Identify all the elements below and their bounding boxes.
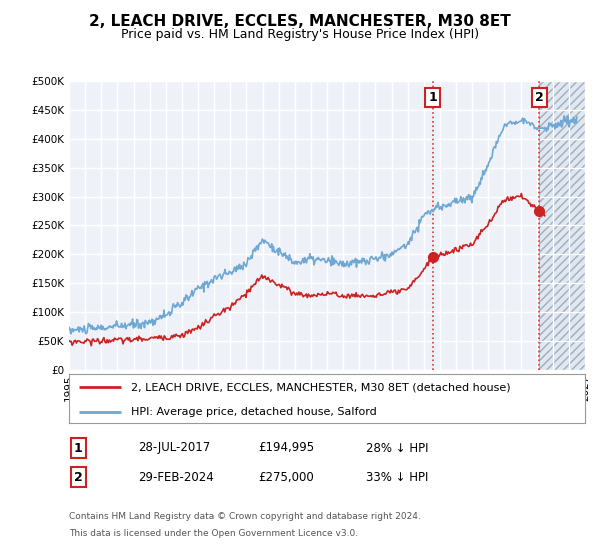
Text: 28% ↓ HPI: 28% ↓ HPI (366, 441, 428, 455)
Text: 2, LEACH DRIVE, ECCLES, MANCHESTER, M30 8ET (detached house): 2, LEACH DRIVE, ECCLES, MANCHESTER, M30 … (131, 382, 511, 393)
Text: £194,995: £194,995 (258, 441, 314, 455)
Bar (539, 81, 585, 370)
Bar (539, 81, 585, 370)
Text: £275,000: £275,000 (258, 470, 314, 484)
Text: 2: 2 (535, 91, 544, 104)
Text: 1: 1 (74, 441, 82, 455)
Text: 1: 1 (428, 91, 437, 104)
Text: 2: 2 (74, 470, 82, 484)
Text: HPI: Average price, detached house, Salford: HPI: Average price, detached house, Salf… (131, 407, 377, 417)
Text: 33% ↓ HPI: 33% ↓ HPI (366, 470, 428, 484)
Text: 29-FEB-2024: 29-FEB-2024 (138, 470, 214, 484)
Text: Price paid vs. HM Land Registry's House Price Index (HPI): Price paid vs. HM Land Registry's House … (121, 28, 479, 41)
Text: This data is licensed under the Open Government Licence v3.0.: This data is licensed under the Open Gov… (69, 529, 358, 538)
Text: 2, LEACH DRIVE, ECCLES, MANCHESTER, M30 8ET: 2, LEACH DRIVE, ECCLES, MANCHESTER, M30 … (89, 14, 511, 29)
Text: Contains HM Land Registry data © Crown copyright and database right 2024.: Contains HM Land Registry data © Crown c… (69, 512, 421, 521)
Text: 28-JUL-2017: 28-JUL-2017 (138, 441, 210, 455)
